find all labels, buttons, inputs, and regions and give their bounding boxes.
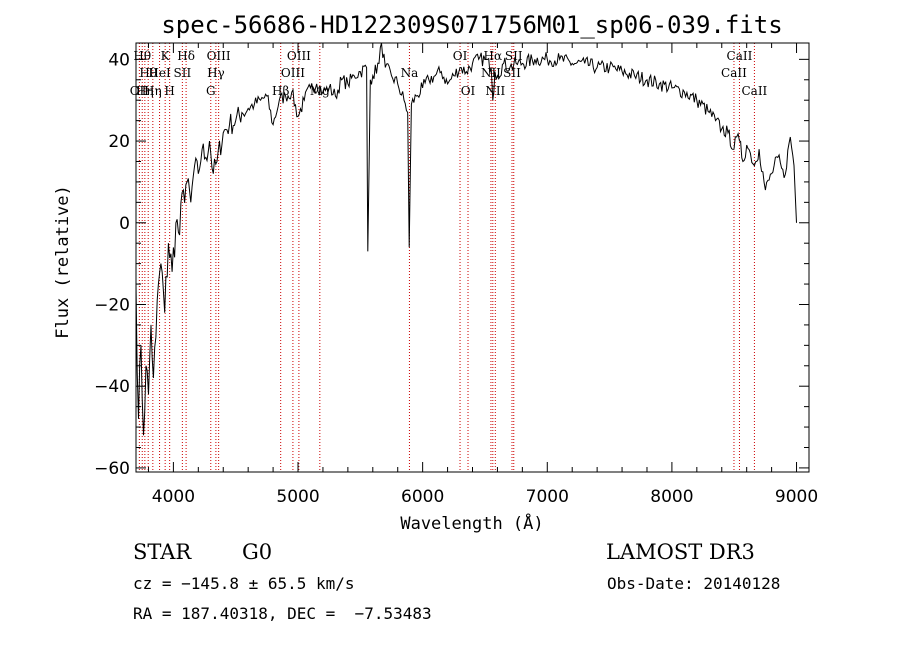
- line-label: OIII: [207, 49, 231, 63]
- line-label: Hη: [136, 84, 154, 98]
- line-label: SII: [174, 66, 192, 80]
- line-label: Hθ: [139, 66, 157, 80]
- y-tick-label: −60: [94, 459, 130, 479]
- spectral-line-labels: HθOIIHηHθHηHeIKHSIIHδGHγOIIIHβOIIIOIIIMg…: [130, 49, 768, 98]
- chart-title: spec-56686-HD122309S071756M01_sp06-039.f…: [161, 11, 782, 39]
- line-label: OI: [453, 49, 468, 63]
- line-label: G: [206, 84, 216, 98]
- survey-label: LAMOST DR3: [606, 540, 755, 564]
- spectrum-line: [135, 42, 797, 436]
- line-label: CaII: [727, 49, 753, 63]
- line-label: SII: [503, 66, 521, 80]
- line-label: CaII: [741, 84, 767, 98]
- spectrum-series: [135, 42, 797, 436]
- obs-date-text: Obs-Date: 20140128: [607, 574, 781, 593]
- line-label: SII: [505, 49, 523, 63]
- x-tick-label: 5000: [276, 487, 319, 507]
- line-label: NII: [485, 84, 505, 98]
- redshift-text: cz = −145.8 ± 65.5 km/s: [133, 574, 355, 593]
- x-tick-label: 8000: [650, 487, 693, 507]
- y-tick-label: 0: [119, 214, 130, 234]
- line-label: Hγ: [207, 66, 225, 80]
- line-label: Hα: [484, 49, 503, 63]
- line-label: Hη: [144, 84, 162, 98]
- x-tick-label: 4000: [152, 487, 195, 507]
- x-tick-label: 9000: [775, 487, 818, 507]
- line-label: H: [164, 84, 174, 98]
- y-tick-label: 20: [108, 132, 130, 152]
- spectral-line-markers: [138, 43, 755, 472]
- line-label: OI: [461, 84, 476, 98]
- coordinates-text: RA = 187.40318, DEC = −7.53483: [133, 604, 432, 623]
- y-tick-label: −40: [94, 377, 130, 397]
- x-tick-label: 7000: [526, 487, 569, 507]
- line-label: OII: [130, 84, 150, 98]
- line-label: OIII: [281, 66, 305, 80]
- line-label: K: [161, 49, 171, 63]
- spectral-class-label: STAR: [133, 540, 192, 564]
- line-label: OIII: [287, 49, 311, 63]
- line-label: CaII: [721, 66, 747, 80]
- x-tick-label: 6000: [401, 487, 444, 507]
- y-axis-label: Flux (relative): [53, 185, 73, 339]
- y-tick-label: 40: [108, 50, 130, 70]
- x-axis-ticks: 4000 5000 6000 7000 8000 9000: [147, 43, 818, 507]
- y-tick-label: −20: [94, 295, 130, 315]
- x-axis-label: Wavelength (Å): [400, 512, 543, 534]
- y-axis-ticks: −60 −40 −20 0 20 40: [94, 50, 809, 479]
- plot-frame: [135, 42, 810, 473]
- line-label: Na: [401, 66, 419, 80]
- spectral-subclass-label: G0: [242, 540, 273, 564]
- line-label: HeI: [148, 66, 171, 80]
- line-label: Hδ: [177, 49, 195, 63]
